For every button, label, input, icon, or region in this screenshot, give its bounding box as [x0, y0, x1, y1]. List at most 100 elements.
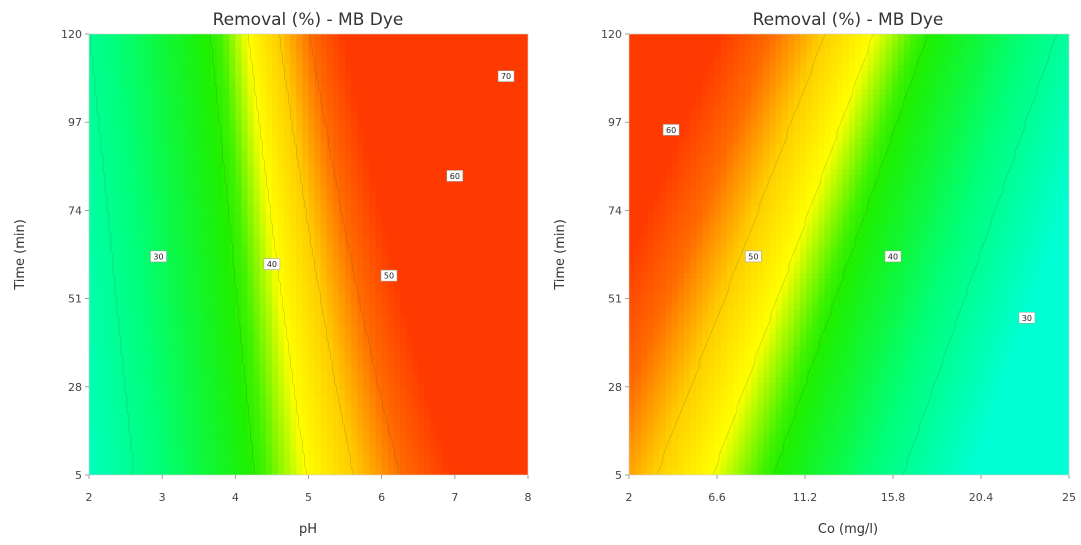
heat-cell [137, 89, 145, 96]
heat-cell [302, 193, 310, 200]
heat-cell [174, 279, 182, 286]
heat-cell [137, 254, 145, 262]
heat-cell [442, 413, 450, 421]
heat-cell [387, 223, 395, 231]
heat-cell [113, 315, 121, 323]
heat-cell [412, 383, 419, 390]
heat-cell [235, 64, 243, 72]
heat-cell [473, 450, 480, 458]
heat-cell [442, 230, 450, 237]
heat-cell [332, 321, 340, 329]
heat-cell [125, 223, 133, 231]
heat-cell [143, 401, 151, 409]
heat-cell [302, 279, 310, 286]
heat-cell [314, 303, 322, 311]
heat-cell [430, 242, 438, 249]
heat-cell [89, 254, 96, 262]
heat-cell [101, 144, 108, 151]
heat-cell [338, 230, 346, 237]
heat-cell [424, 395, 432, 403]
heat-cell [271, 113, 279, 121]
heat-cell [235, 444, 243, 452]
heat-cell [345, 107, 352, 115]
heat-cell [399, 248, 407, 256]
heat-cell [296, 205, 304, 213]
heat-cell [503, 132, 511, 139]
heat-cell [223, 444, 230, 452]
heat-cell [497, 162, 505, 170]
heat-cell [284, 193, 291, 200]
heat-cell [375, 303, 383, 311]
heat-cell [192, 334, 200, 341]
heat-cell [113, 419, 121, 427]
heat-cell [491, 223, 499, 231]
heat-cell [326, 413, 334, 421]
heat-cell [387, 144, 395, 151]
heat-cell [241, 285, 249, 292]
heat-cell [399, 407, 407, 415]
heat-cell [235, 450, 243, 458]
heat-cell [241, 407, 249, 415]
heat-cell [143, 462, 151, 470]
heat-cell [284, 340, 291, 347]
heat-cell [375, 352, 383, 360]
heat-cell [217, 89, 224, 96]
heat-cell [198, 334, 206, 341]
heat-cell [271, 162, 279, 170]
heat-cell [210, 162, 218, 170]
heat-cell [314, 174, 322, 182]
heat-cell [363, 40, 371, 47]
heat-cell [381, 205, 389, 213]
heat-cell [497, 450, 505, 458]
heat-cell [253, 187, 261, 194]
heat-cell [168, 205, 175, 213]
heat-cell [204, 187, 212, 194]
heat-cell [467, 426, 474, 433]
heat-cell [345, 285, 352, 292]
heat-cell [369, 150, 377, 158]
heat-cell [460, 285, 468, 292]
heat-cell [381, 223, 389, 231]
heat-cell [149, 303, 157, 311]
heat-cell [149, 40, 157, 47]
heat-cell [186, 450, 194, 458]
heat-cell [210, 95, 218, 102]
heat-cell [101, 413, 108, 421]
heat-cell [217, 174, 224, 182]
heat-cell [113, 297, 121, 305]
heat-cell [338, 144, 346, 151]
heat-cell [436, 456, 444, 464]
heat-cell [406, 309, 413, 317]
heat-cell [424, 462, 432, 470]
heat-cell [302, 199, 310, 207]
heat-cell [271, 432, 279, 439]
heat-cell [162, 156, 169, 164]
heat-cell [186, 76, 194, 84]
heat-cell [399, 468, 407, 475]
heat-cell [217, 389, 224, 396]
heat-cell [271, 199, 279, 207]
heat-cell [424, 377, 432, 384]
heat-cell [308, 450, 316, 458]
heat-cell [308, 40, 316, 47]
heat-cell [320, 52, 328, 60]
heat-cell [381, 432, 389, 439]
heat-cell [442, 83, 450, 90]
heat-cell [308, 272, 316, 280]
heat-cell [119, 285, 127, 292]
heat-cell [125, 132, 133, 139]
heat-cell [399, 462, 407, 470]
heat-cell [198, 205, 206, 213]
heat-cell [430, 266, 438, 274]
heat-cell [113, 346, 121, 354]
heat-cell [235, 468, 243, 475]
heat-cell [338, 254, 346, 262]
heat-cell [467, 321, 474, 329]
heat-cell [454, 334, 462, 341]
heat-cell [302, 456, 310, 464]
heat-cell [125, 413, 133, 421]
heat-cell [375, 377, 383, 384]
heat-cell [168, 181, 175, 188]
heat-cell [351, 297, 358, 305]
heat-cell [393, 40, 401, 47]
